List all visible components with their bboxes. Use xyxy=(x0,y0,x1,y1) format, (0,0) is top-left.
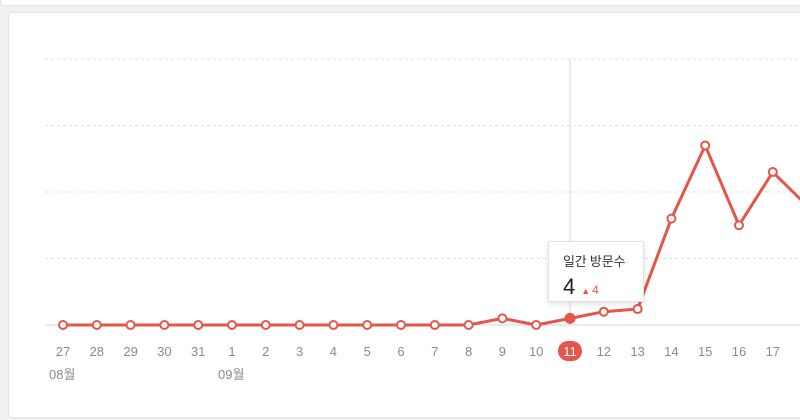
data-point[interactable] xyxy=(58,320,68,330)
month-label: 08월 xyxy=(49,367,75,382)
x-tick-label: 1 xyxy=(228,344,235,359)
x-tick-label: 31 xyxy=(191,344,205,359)
x-tick-label: 9 xyxy=(499,344,506,359)
data-point[interactable] xyxy=(294,320,305,330)
selected-tick-highlight xyxy=(558,341,582,361)
x-tick-label: 16 xyxy=(732,344,746,359)
x-tick-label: 5 xyxy=(364,344,371,359)
data-point[interactable] xyxy=(497,313,508,324)
x-tick-label: 14 xyxy=(664,344,678,359)
data-point[interactable] xyxy=(227,320,237,330)
data-point[interactable] xyxy=(564,312,576,324)
data-point[interactable] xyxy=(700,140,711,151)
series-line xyxy=(61,143,800,327)
x-tick-label: 13 xyxy=(630,344,644,359)
tooltip-title: 일간 방문수 xyxy=(563,254,626,269)
data-point[interactable] xyxy=(362,320,373,330)
data-points xyxy=(58,140,778,330)
previous-panel-edge xyxy=(0,0,800,6)
x-tick-label: 17 xyxy=(766,344,780,359)
x-tick-label: 2 xyxy=(262,344,269,359)
x-tick-label: 6 xyxy=(397,344,404,359)
x-tick-label: 30 xyxy=(157,344,171,359)
data-point[interactable] xyxy=(159,320,170,330)
data-point[interactable] xyxy=(666,213,677,224)
x-tick-label: 12 xyxy=(597,344,611,359)
x-tick-label: 11 xyxy=(563,344,577,359)
data-point[interactable] xyxy=(734,220,744,231)
data-point[interactable] xyxy=(396,320,406,330)
data-point[interactable] xyxy=(463,320,474,330)
gridlines xyxy=(45,58,800,326)
data-point[interactable] xyxy=(531,320,542,330)
x-tick-label: 3 xyxy=(296,344,303,359)
x-tick-label: 15 xyxy=(698,344,712,359)
data-point[interactable] xyxy=(429,320,440,330)
data-point[interactable] xyxy=(632,304,643,315)
x-tick-label: 8 xyxy=(465,344,472,359)
up-arrow-icon: ▲ xyxy=(581,286,591,296)
month-labels: 08월 09월 xyxy=(49,367,244,382)
x-tick-label: 7 xyxy=(431,344,438,359)
x-tick-label: 27 xyxy=(56,344,70,359)
tooltip-delta: ▲ 4 xyxy=(581,283,599,297)
data-point[interactable] xyxy=(91,320,102,330)
data-point[interactable] xyxy=(260,320,271,330)
data-point[interactable] xyxy=(598,306,609,317)
x-tick-label: 28 xyxy=(90,344,104,359)
data-point[interactable] xyxy=(767,167,778,178)
data-point[interactable] xyxy=(328,320,339,330)
data-point[interactable] xyxy=(193,320,204,330)
tooltip: 일간 방문수 4 ▲ 4 xyxy=(548,241,644,302)
x-tick-label: 4 xyxy=(330,344,337,359)
tooltip-value: 4 xyxy=(563,274,576,299)
data-point[interactable] xyxy=(125,320,136,330)
x-tick-label: 29 xyxy=(123,344,137,359)
tooltip-delta-value: 4 xyxy=(592,283,599,297)
x-axis-ticks: 2728293031123456789101112131415161718 xyxy=(56,341,800,361)
month-label: 09월 xyxy=(218,367,244,382)
x-tick-label: 10 xyxy=(529,344,543,359)
